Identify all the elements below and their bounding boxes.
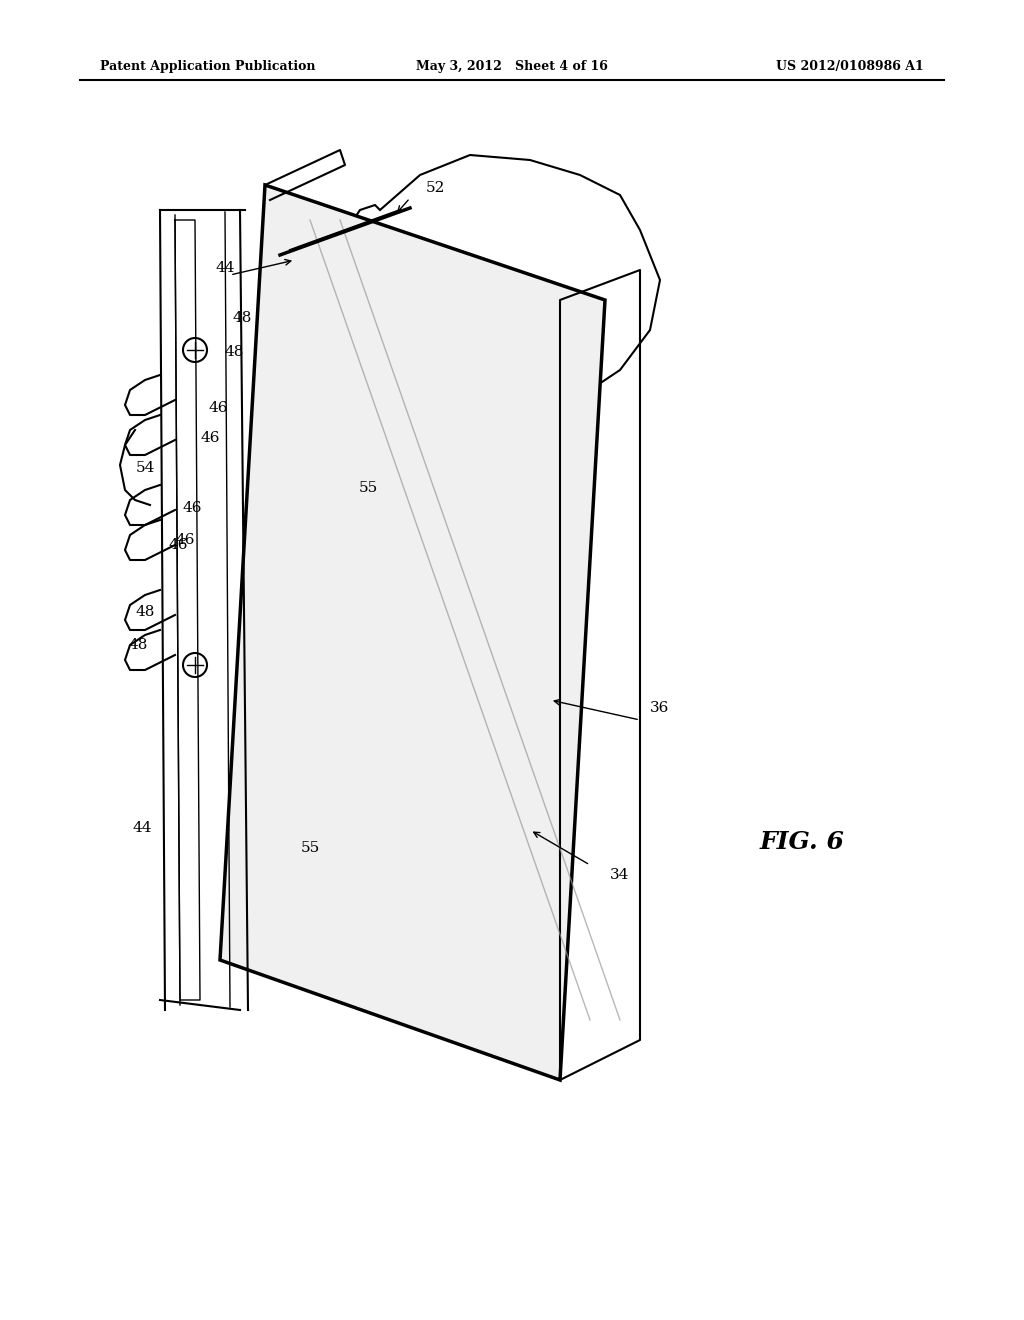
Text: 44: 44	[132, 821, 152, 836]
Text: 55: 55	[300, 841, 319, 855]
Text: 34: 34	[610, 869, 630, 882]
Text: FIG. 6: FIG. 6	[760, 830, 845, 854]
Text: 52: 52	[425, 181, 444, 195]
Text: 46: 46	[175, 533, 195, 546]
Text: 46: 46	[201, 432, 220, 445]
Text: 48: 48	[128, 638, 147, 652]
Text: 48: 48	[232, 312, 252, 325]
Text: US 2012/0108986 A1: US 2012/0108986 A1	[776, 59, 924, 73]
Text: 46: 46	[208, 401, 227, 414]
Text: May 3, 2012   Sheet 4 of 16: May 3, 2012 Sheet 4 of 16	[416, 59, 608, 73]
Text: 46: 46	[168, 539, 187, 552]
Text: 48: 48	[135, 605, 155, 619]
Polygon shape	[220, 185, 605, 1080]
Text: 48: 48	[224, 345, 244, 359]
Text: 54: 54	[135, 461, 155, 475]
Text: 36: 36	[650, 701, 670, 715]
Text: Patent Application Publication: Patent Application Publication	[100, 59, 315, 73]
Text: 55: 55	[358, 480, 378, 495]
Text: 44: 44	[215, 261, 234, 275]
Text: 46: 46	[182, 502, 202, 515]
